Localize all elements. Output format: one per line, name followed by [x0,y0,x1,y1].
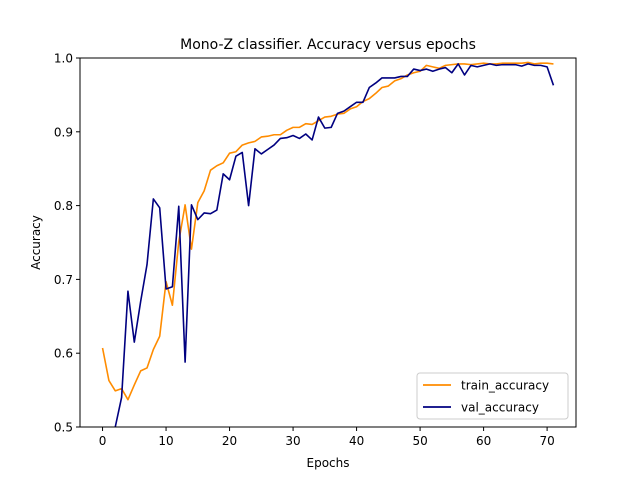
y-tick-label: 0.5 [54,421,73,435]
series-line-val-accuracy [114,63,555,427]
legend-label-train-accuracy: train_accuracy [461,379,549,393]
y-tick-label: 0.9 [54,125,73,139]
ticks-layer: 0 10 20 30 40 50 60 70 0.5 0.6 0.7 0.8 0.9 1.0 [54,52,555,449]
y-tick-label: 1.0 [54,52,73,66]
y-tick-label: 0.8 [54,199,73,213]
legend-label-val-accuracy: val_accuracy [461,401,539,415]
chart-title: Mono-Z classifier. Accuracy versus epoch… [180,37,476,53]
plot-frame [79,57,577,428]
y-axis-label: Accuracy [29,215,43,270]
series-layer [101,61,555,427]
x-tick-label: 70 [539,434,554,448]
x-tick-label: 40 [349,434,364,448]
x-tick-label: 60 [476,434,491,448]
x-tick-label: 10 [158,434,173,448]
x-tick-label: 30 [285,434,300,448]
y-tick-label: 0.6 [54,347,73,361]
series-line-train-accuracy [101,61,554,401]
y-tick-label: 0.7 [54,273,73,287]
x-tick-label: 0 [99,434,107,448]
x-tick-label: 20 [222,434,237,448]
legend-box [416,372,569,420]
x-tick-label: 50 [412,434,427,448]
legend: train_accuracy val_accuracy [416,372,569,420]
x-axis-label: Epochs [307,456,350,470]
